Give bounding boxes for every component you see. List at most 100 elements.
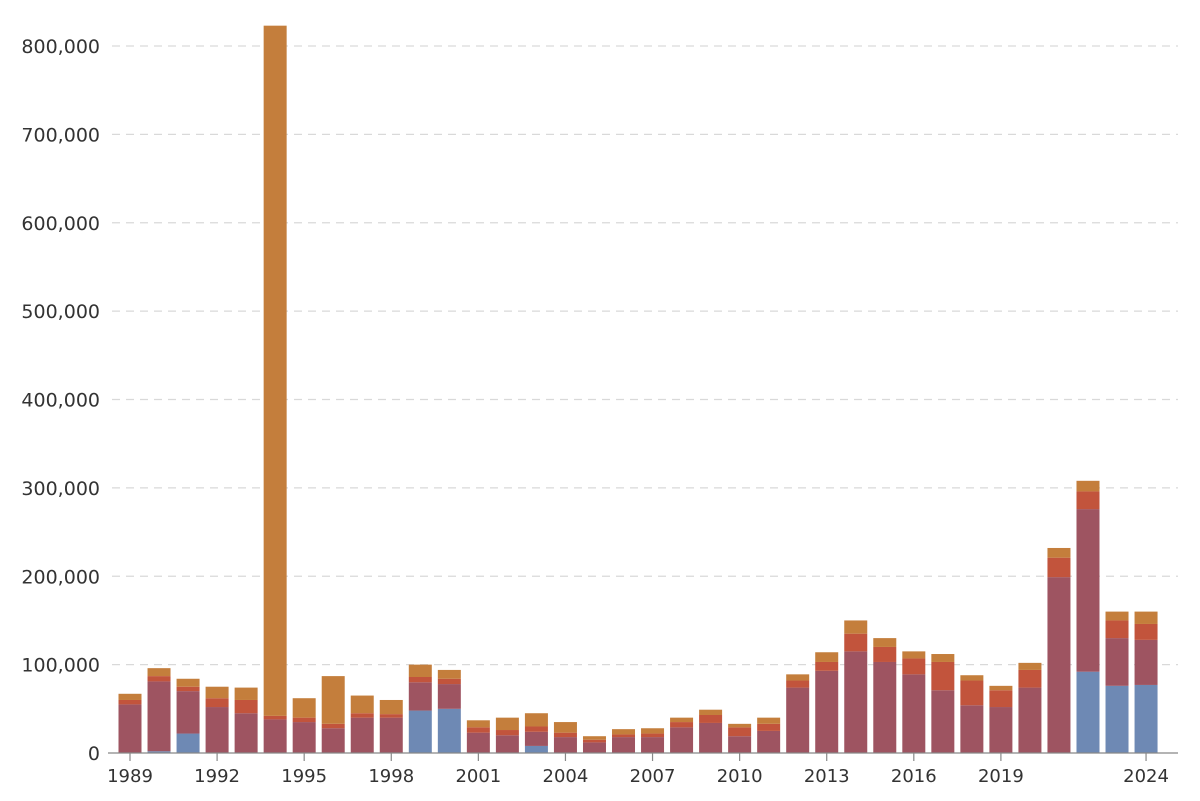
bar-segment bbox=[989, 685, 1013, 691]
bar-segment bbox=[699, 709, 723, 715]
bar-segment bbox=[815, 661, 839, 671]
x-tick-label: 1998 bbox=[368, 766, 414, 787]
bar-segment bbox=[815, 670, 839, 753]
x-tick-label: 1989 bbox=[107, 766, 153, 787]
bar-segment bbox=[437, 669, 461, 679]
bar-segment bbox=[379, 717, 403, 753]
bar-segment bbox=[757, 723, 781, 731]
bar-segment bbox=[234, 713, 258, 753]
gridlines bbox=[112, 45, 1178, 666]
x-tick-label: 2007 bbox=[630, 766, 676, 787]
bar-segment bbox=[408, 710, 432, 753]
bar-segment bbox=[931, 690, 955, 753]
bar-segment bbox=[1105, 620, 1129, 639]
bar-segment bbox=[1018, 687, 1042, 753]
bar-segment bbox=[960, 680, 984, 706]
bar-segment bbox=[902, 658, 926, 675]
bar-segment bbox=[989, 707, 1013, 753]
y-tick-label: 100,000 bbox=[21, 655, 100, 677]
bar-segment bbox=[118, 699, 142, 705]
x-axis: 1989 1992 1995 1998 2001 2004 2007 2010 2013 2016… bbox=[107, 752, 1178, 787]
bar-segment bbox=[176, 686, 200, 692]
x-tick-label: 2001 bbox=[455, 766, 501, 787]
bar-segment bbox=[292, 722, 316, 753]
bar-segment bbox=[1018, 662, 1042, 670]
bar-segment bbox=[931, 654, 955, 662]
bar-segment bbox=[292, 698, 316, 718]
x-tick-label: 2016 bbox=[891, 766, 937, 787]
bar-segment bbox=[902, 651, 926, 659]
bar-segment bbox=[408, 664, 432, 677]
x-tick-label: 2024 bbox=[1123, 766, 1169, 787]
bar-segment bbox=[379, 714, 403, 718]
bar-segment bbox=[1076, 480, 1100, 492]
bar-segment bbox=[292, 717, 316, 723]
y-tick-label: 0 bbox=[88, 743, 100, 765]
bar-segment bbox=[1047, 557, 1071, 578]
bar-segment bbox=[931, 661, 955, 691]
bar-segment bbox=[670, 717, 694, 723]
bar-segment bbox=[350, 713, 374, 718]
bar-segment bbox=[670, 727, 694, 753]
bar-segment bbox=[263, 719, 287, 753]
bar-segment bbox=[118, 693, 142, 700]
bar-segment bbox=[670, 722, 694, 728]
bar-segment bbox=[873, 646, 897, 662]
y-tick-label: 400,000 bbox=[21, 390, 100, 412]
bar-segment bbox=[1018, 669, 1042, 688]
bar-segment bbox=[815, 652, 839, 662]
bar-segment bbox=[873, 661, 897, 753]
bar-segment bbox=[1134, 623, 1158, 640]
bar-segment bbox=[321, 723, 345, 729]
bar-segment bbox=[495, 717, 519, 731]
y-axis: 0 100,000 200,000 300,000 400,000 500,000 600,… bbox=[21, 36, 100, 765]
bar-segment bbox=[147, 676, 171, 682]
bar-segment bbox=[728, 723, 752, 728]
bar-segment bbox=[612, 737, 636, 753]
bar-segment bbox=[263, 715, 287, 720]
y-tick-label: 200,000 bbox=[21, 566, 100, 588]
bar-segment bbox=[786, 674, 810, 681]
bar-segment bbox=[699, 722, 723, 753]
bar-segment bbox=[989, 690, 1013, 708]
bar-segment bbox=[1105, 685, 1129, 753]
bar-segment bbox=[1105, 638, 1129, 686]
bar-segment bbox=[1047, 547, 1071, 558]
bar-segment bbox=[582, 742, 606, 753]
bar-segment bbox=[786, 680, 810, 688]
bar-segment bbox=[466, 727, 490, 733]
bar-segment bbox=[408, 677, 432, 683]
y-tick-label: 300,000 bbox=[21, 478, 100, 500]
bar-segment bbox=[553, 737, 577, 753]
bar-segment bbox=[960, 705, 984, 753]
bar-segment bbox=[524, 731, 548, 746]
bar-segment bbox=[1134, 611, 1158, 624]
bar-segment bbox=[234, 699, 258, 714]
x-tick-label: 2013 bbox=[804, 766, 850, 787]
y-tick-label: 500,000 bbox=[21, 301, 100, 323]
bar-segment bbox=[147, 751, 171, 753]
x-tick-label: 1995 bbox=[281, 766, 327, 787]
bar-segment bbox=[699, 715, 723, 723]
bar-segment bbox=[524, 713, 548, 727]
x-tick-label: 2004 bbox=[543, 766, 589, 787]
bar-segment bbox=[466, 720, 490, 728]
bar-segment bbox=[553, 732, 577, 738]
bar-segment bbox=[786, 687, 810, 753]
bar-segment bbox=[205, 698, 229, 708]
bar-segment bbox=[1076, 509, 1100, 672]
bar-segment bbox=[524, 745, 548, 753]
bar-segment bbox=[495, 735, 519, 753]
bar-segment bbox=[205, 707, 229, 753]
bar-segment bbox=[263, 25, 287, 716]
bar-segment bbox=[176, 733, 200, 753]
bar-segment bbox=[147, 668, 171, 677]
bar-segment bbox=[612, 734, 636, 738]
bar-segment bbox=[176, 678, 200, 687]
bar-segment bbox=[408, 682, 432, 711]
x-tick-label: 2010 bbox=[717, 766, 763, 787]
bar-segment bbox=[873, 638, 897, 647]
bar-segment bbox=[902, 674, 926, 753]
